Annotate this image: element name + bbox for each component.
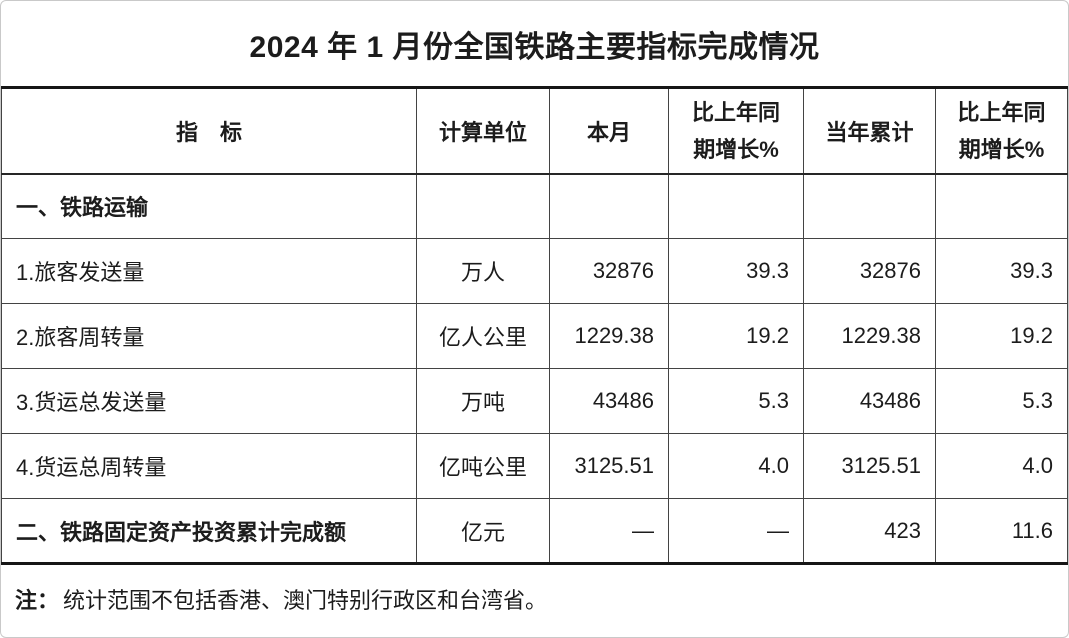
cell-month: — <box>549 498 669 565</box>
footnote: 注： 统计范围不包括香港、澳门特别行政区和台湾省。 <box>1 565 1068 632</box>
cell-indicator: 一、铁路运输 <box>1 173 417 239</box>
cell-ytd: 1229.38 <box>803 303 936 369</box>
cell-unit <box>416 173 550 239</box>
cell-ytd-growth: 39.3 <box>935 238 1068 304</box>
footnote-text: 统计范围不包括香港、澳门特别行政区和台湾省。 <box>63 587 548 613</box>
cell-month-growth: 19.2 <box>668 303 804 369</box>
table-row-freight-sent: 3.货运总发送量 万吨 43486 5.3 43486 5.3 <box>1 368 1068 434</box>
cell-unit: 亿吨公里 <box>416 433 550 499</box>
cell-ytd: 3125.51 <box>803 433 936 499</box>
cell-month <box>549 173 669 239</box>
cell-unit: 万吨 <box>416 368 550 434</box>
column-header-ytd-growth-label: 比上年同期增长% <box>957 99 1046 162</box>
column-header-ytd-growth: 比上年同期增长% <box>935 86 1068 175</box>
cell-month: 32876 <box>549 238 669 304</box>
column-header-month-growth-label: 比上年同期增长% <box>691 99 780 162</box>
cell-unit: 亿人公里 <box>416 303 550 369</box>
cell-month: 43486 <box>549 368 669 434</box>
cell-indicator: 二、铁路固定资产投资累计完成额 <box>1 498 417 565</box>
cell-indicator: 1.旅客发送量 <box>1 238 417 304</box>
page-title: 2024 年 1 月份全国铁路主要指标完成情况 <box>249 30 820 64</box>
footnote-label: 注： <box>15 587 60 613</box>
cell-ytd-growth: 5.3 <box>935 368 1068 434</box>
column-header-ytd: 当年累计 <box>803 86 936 175</box>
cell-ytd-growth <box>935 173 1068 239</box>
table-row-passengers-sent: 1.旅客发送量 万人 32876 39.3 32876 39.3 <box>1 238 1068 304</box>
cell-month-growth: — <box>668 498 804 565</box>
cell-unit: 亿元 <box>416 498 550 565</box>
cell-indicator: 4.货运总周转量 <box>1 433 417 499</box>
cell-unit: 万人 <box>416 238 550 304</box>
table-row-fixed-asset-investment: 二、铁路固定资产投资累计完成额 亿元 — — 423 11.6 <box>1 498 1068 565</box>
cell-ytd: 423 <box>803 498 936 565</box>
railway-indicators-table: 指 标 计算单位 本月 比上年同期增长% 当年累计 比上年同期增长% 一、铁路运… <box>1 86 1068 565</box>
column-header-month: 本月 <box>549 86 669 175</box>
cell-month: 1229.38 <box>549 303 669 369</box>
cell-month-growth: 5.3 <box>668 368 804 434</box>
cell-month-growth: 4.0 <box>668 433 804 499</box>
header-row: 指 标 计算单位 本月 比上年同期增长% 当年累计 比上年同期增长% <box>1 86 1068 175</box>
table-row-passenger-turnover: 2.旅客周转量 亿人公里 1229.38 19.2 1229.38 19.2 <box>1 303 1068 369</box>
cell-month: 3125.51 <box>549 433 669 499</box>
cell-ytd <box>803 173 936 239</box>
cell-indicator: 2.旅客周转量 <box>1 303 417 369</box>
column-header-indicator: 指 标 <box>1 86 417 175</box>
table-row-section-transport: 一、铁路运输 <box>1 173 1068 239</box>
column-header-month-growth: 比上年同期增长% <box>668 86 804 175</box>
cell-ytd: 43486 <box>803 368 936 434</box>
cell-ytd-growth: 19.2 <box>935 303 1068 369</box>
cell-ytd-growth: 4.0 <box>935 433 1068 499</box>
cell-indicator: 3.货运总发送量 <box>1 368 417 434</box>
column-header-unit: 计算单位 <box>416 86 550 175</box>
cell-ytd-growth: 11.6 <box>935 498 1068 565</box>
cell-ytd: 32876 <box>803 238 936 304</box>
cell-month-growth <box>668 173 804 239</box>
title-bar: 2024 年 1 月份全国铁路主要指标完成情况 <box>1 1 1068 86</box>
cell-month-growth: 39.3 <box>668 238 804 304</box>
table-row-freight-turnover: 4.货运总周转量 亿吨公里 3125.51 4.0 3125.51 4.0 <box>1 433 1068 499</box>
